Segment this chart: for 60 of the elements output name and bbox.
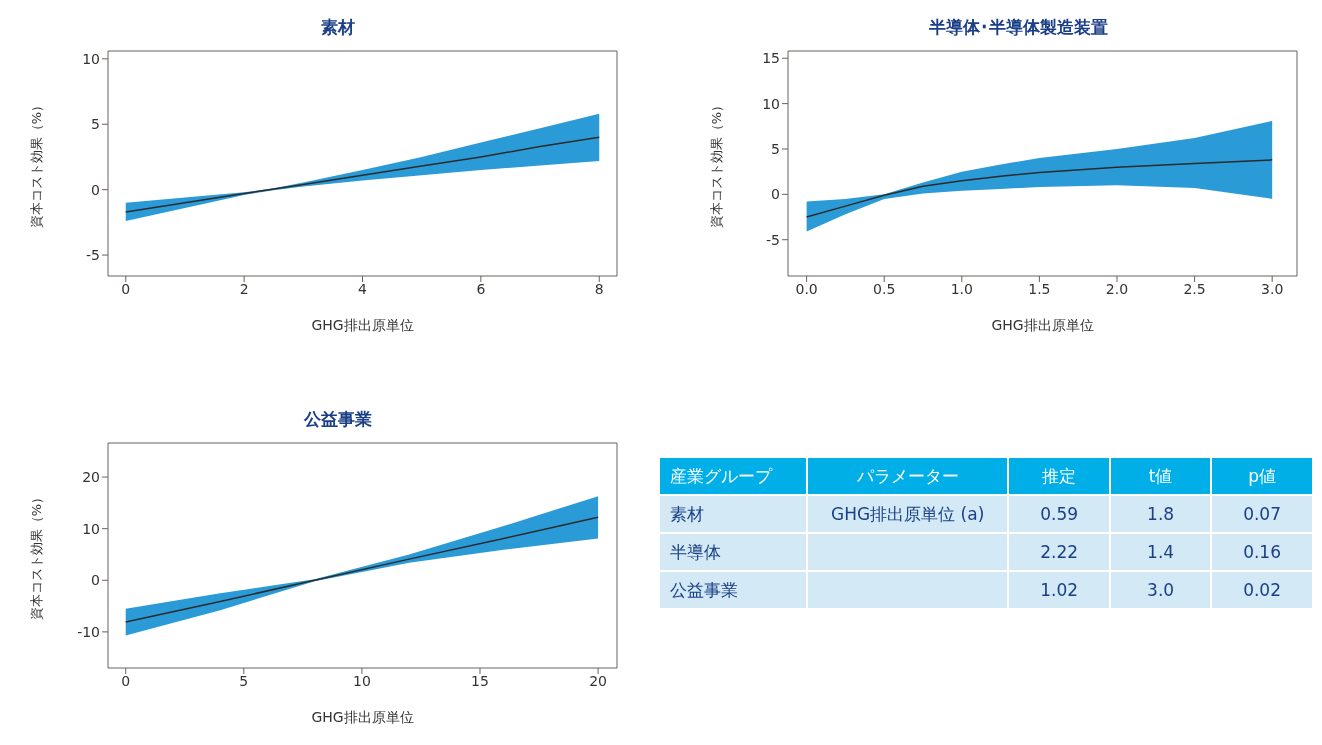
x-tick-label: 15 (471, 672, 489, 689)
y-tick-label: 10 (82, 50, 100, 67)
x-tick-label: 0 (121, 280, 131, 297)
y-tick-label: 5 (771, 140, 780, 157)
y-tick-label: -5 (86, 247, 100, 264)
text: 1.02 (1040, 580, 1079, 600)
y-tick-label: 5 (91, 116, 100, 133)
x-tick-label: 2.5 (1183, 280, 1206, 297)
text: 公益事業 (670, 579, 738, 600)
text: 0.59 (1040, 504, 1079, 524)
x-tick-label: 10 (353, 672, 371, 689)
text: 半導体 (670, 541, 721, 562)
x-tick-label: 2.0 (1105, 280, 1129, 297)
y-tick-label: 0 (91, 572, 100, 589)
y-axis-title: 資本コスト効果（%） (708, 98, 724, 229)
y-tick-label: -5 (766, 231, 780, 248)
x-tick-label: 0 (121, 672, 131, 689)
x-tick-label: 2 (239, 280, 249, 297)
line-series (124, 516, 599, 623)
x-tick-label: 1.5 (1028, 280, 1051, 297)
y-axis-title: 資本コスト効果（%） (28, 98, 44, 229)
chart-title: 半導体･半導体製造装置 (927, 16, 1109, 39)
category-label: t値 (1110, 457, 1212, 495)
text: 1.8 (1147, 504, 1175, 524)
text: 素材 (670, 503, 704, 524)
text: 0.07 (1243, 504, 1281, 524)
category-label: p値 (1211, 457, 1313, 495)
line-series (805, 159, 1273, 218)
x-axis-title: GHG排出原単位 (311, 317, 414, 333)
y-tick-label: 10 (762, 95, 780, 112)
x-tick-label: 3.0 (1261, 280, 1284, 297)
x-tick-label: 0.5 (873, 280, 896, 297)
x-tick-label: 1.0 (950, 280, 973, 297)
text: 2.22 (1040, 542, 1079, 562)
x-axis-title: GHG排出原単位 (311, 709, 414, 725)
text: GHG排出原単位 (a) (831, 503, 985, 524)
category-label: パラメーター (807, 457, 1009, 495)
y-tick-label: 0 (771, 186, 780, 203)
text: 0.02 (1243, 580, 1281, 600)
y-tick-label: 15 (762, 50, 780, 67)
y-tick-label: 20 (82, 469, 100, 486)
x-tick-label: 20 (589, 672, 608, 689)
line-series (125, 136, 600, 213)
text: 3.0 (1147, 580, 1175, 600)
chart-title: 公益事業 (303, 408, 373, 431)
text: 1.4 (1147, 542, 1175, 562)
x-tick-label: 4 (358, 280, 368, 297)
category-label: 推定 (1008, 457, 1111, 495)
x-tick-label: 6 (476, 280, 486, 297)
x-tick-label: 5 (239, 672, 249, 689)
x-tick-label: 0.0 (795, 280, 818, 297)
y-tick-label: -10 (77, 623, 100, 640)
y-tick-label: 0 (91, 181, 100, 198)
text: 0.16 (1243, 542, 1281, 562)
y-tick-label: 10 (82, 520, 100, 537)
category-label: 産業グループ (659, 457, 808, 495)
x-tick-label: 8 (594, 280, 604, 297)
x-axis-title: GHG排出原単位 (991, 317, 1094, 333)
chart-title: 素材 (320, 16, 356, 39)
y-axis-title: 資本コスト効果（%） (28, 490, 44, 621)
